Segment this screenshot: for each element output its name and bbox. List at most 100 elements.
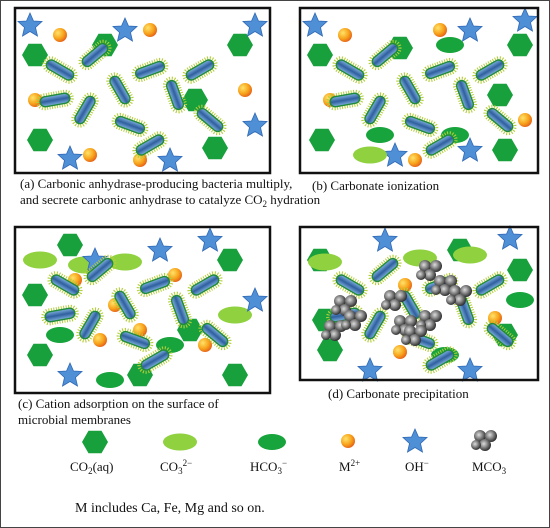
ion-icon — [238, 83, 252, 97]
hex-icon — [227, 33, 253, 57]
star-icon — [57, 145, 83, 170]
bac-icon — [68, 90, 102, 130]
hex-icon — [507, 258, 533, 282]
legend-label: OH− — [405, 458, 429, 474]
caption: (c) Cation adsorption on the surface of — [18, 396, 219, 411]
caption: (d) Carbonate precipitation — [328, 386, 469, 401]
bac-icon — [451, 74, 479, 116]
lco-icon — [353, 146, 387, 164]
bac-icon — [180, 53, 220, 87]
hex-icon — [222, 363, 248, 387]
hex-icon — [202, 136, 228, 160]
ion-icon — [338, 28, 352, 42]
bac-icon — [480, 102, 520, 138]
star-icon — [497, 225, 523, 250]
legend-label: HCO3− — [250, 458, 287, 476]
bac-icon — [134, 271, 176, 299]
bac-icon — [103, 70, 137, 110]
mco-icon — [381, 290, 407, 311]
bac-icon — [190, 102, 230, 138]
bac-icon — [161, 74, 189, 116]
bac-icon — [330, 53, 370, 87]
ion-icon — [198, 338, 212, 352]
bac-icon — [330, 268, 370, 302]
panel-a — [13, 6, 272, 175]
bac-icon — [40, 303, 80, 327]
star-icon — [402, 428, 428, 453]
hco-icon — [506, 292, 534, 308]
bac-icon — [470, 268, 510, 302]
hco-icon — [436, 37, 464, 53]
ion-icon — [518, 113, 532, 127]
ion-icon — [408, 153, 422, 167]
hex-icon — [27, 343, 53, 367]
star-icon — [242, 112, 268, 137]
star-icon — [157, 147, 183, 172]
panel-c — [13, 225, 272, 395]
ion-icon — [83, 148, 97, 162]
ion-icon — [341, 434, 355, 448]
ion-icon — [53, 28, 67, 42]
star-icon — [17, 12, 43, 37]
hex-icon — [487, 83, 513, 107]
bac-icon — [40, 53, 80, 87]
note: M includes Ca, Fe, Mg and so on. — [75, 501, 265, 516]
caption: microbial membranes — [18, 412, 131, 427]
star-icon — [242, 287, 268, 312]
hex-icon — [317, 338, 343, 362]
hco-icon — [366, 127, 394, 143]
ion-icon — [93, 333, 107, 347]
lco-icon — [453, 246, 487, 264]
bac-icon — [470, 53, 510, 87]
hco-icon — [46, 327, 74, 343]
legend-label: CO2(aq) — [70, 459, 114, 476]
bac-icon — [35, 88, 75, 112]
star-icon — [457, 17, 483, 42]
bac-icon — [358, 90, 392, 130]
star-icon — [302, 12, 328, 37]
hex-icon — [507, 33, 533, 57]
bac-icon — [399, 111, 441, 139]
legend-label: MCO3 — [472, 459, 507, 476]
ion-icon — [168, 268, 182, 282]
lco-icon — [308, 253, 342, 271]
hco-icon — [96, 372, 124, 388]
star-icon — [512, 7, 538, 32]
bac-icon — [393, 70, 427, 110]
lco-icon — [218, 306, 252, 324]
ion-icon — [393, 345, 407, 359]
bac-icon — [365, 252, 405, 288]
mco-icon — [341, 310, 367, 331]
bac-icon — [109, 111, 151, 139]
ion-icon — [433, 23, 447, 37]
bac-icon — [325, 88, 365, 112]
ion-icon — [143, 23, 157, 37]
star-icon — [57, 362, 83, 387]
star-icon — [242, 12, 268, 37]
bac-icon — [419, 56, 461, 84]
hex-icon — [217, 248, 243, 272]
star-icon — [357, 357, 383, 382]
caption: and secrete carbonic anhydrase to cataly… — [20, 192, 321, 209]
star-icon — [112, 17, 138, 42]
hex-icon — [82, 430, 108, 454]
hco-icon — [258, 434, 286, 450]
star-icon — [372, 227, 398, 252]
star-icon — [147, 237, 173, 262]
panel-d — [298, 225, 540, 382]
caption: (a) Carbonic anhydrase-producing bacteri… — [20, 176, 292, 191]
hex-icon — [22, 283, 48, 307]
lco-icon — [163, 433, 197, 451]
hex-icon — [309, 128, 335, 152]
caption: (b) Carbonate ionization — [312, 178, 440, 193]
legend-label: M2+ — [339, 458, 360, 474]
hex-icon — [27, 128, 53, 152]
panel-b — [298, 6, 540, 175]
star-icon — [197, 227, 223, 252]
hex-icon — [307, 43, 333, 67]
star-icon — [457, 357, 483, 382]
lco-icon — [23, 251, 57, 269]
bac-icon — [185, 268, 225, 302]
legend-label: CO32− — [160, 458, 192, 476]
